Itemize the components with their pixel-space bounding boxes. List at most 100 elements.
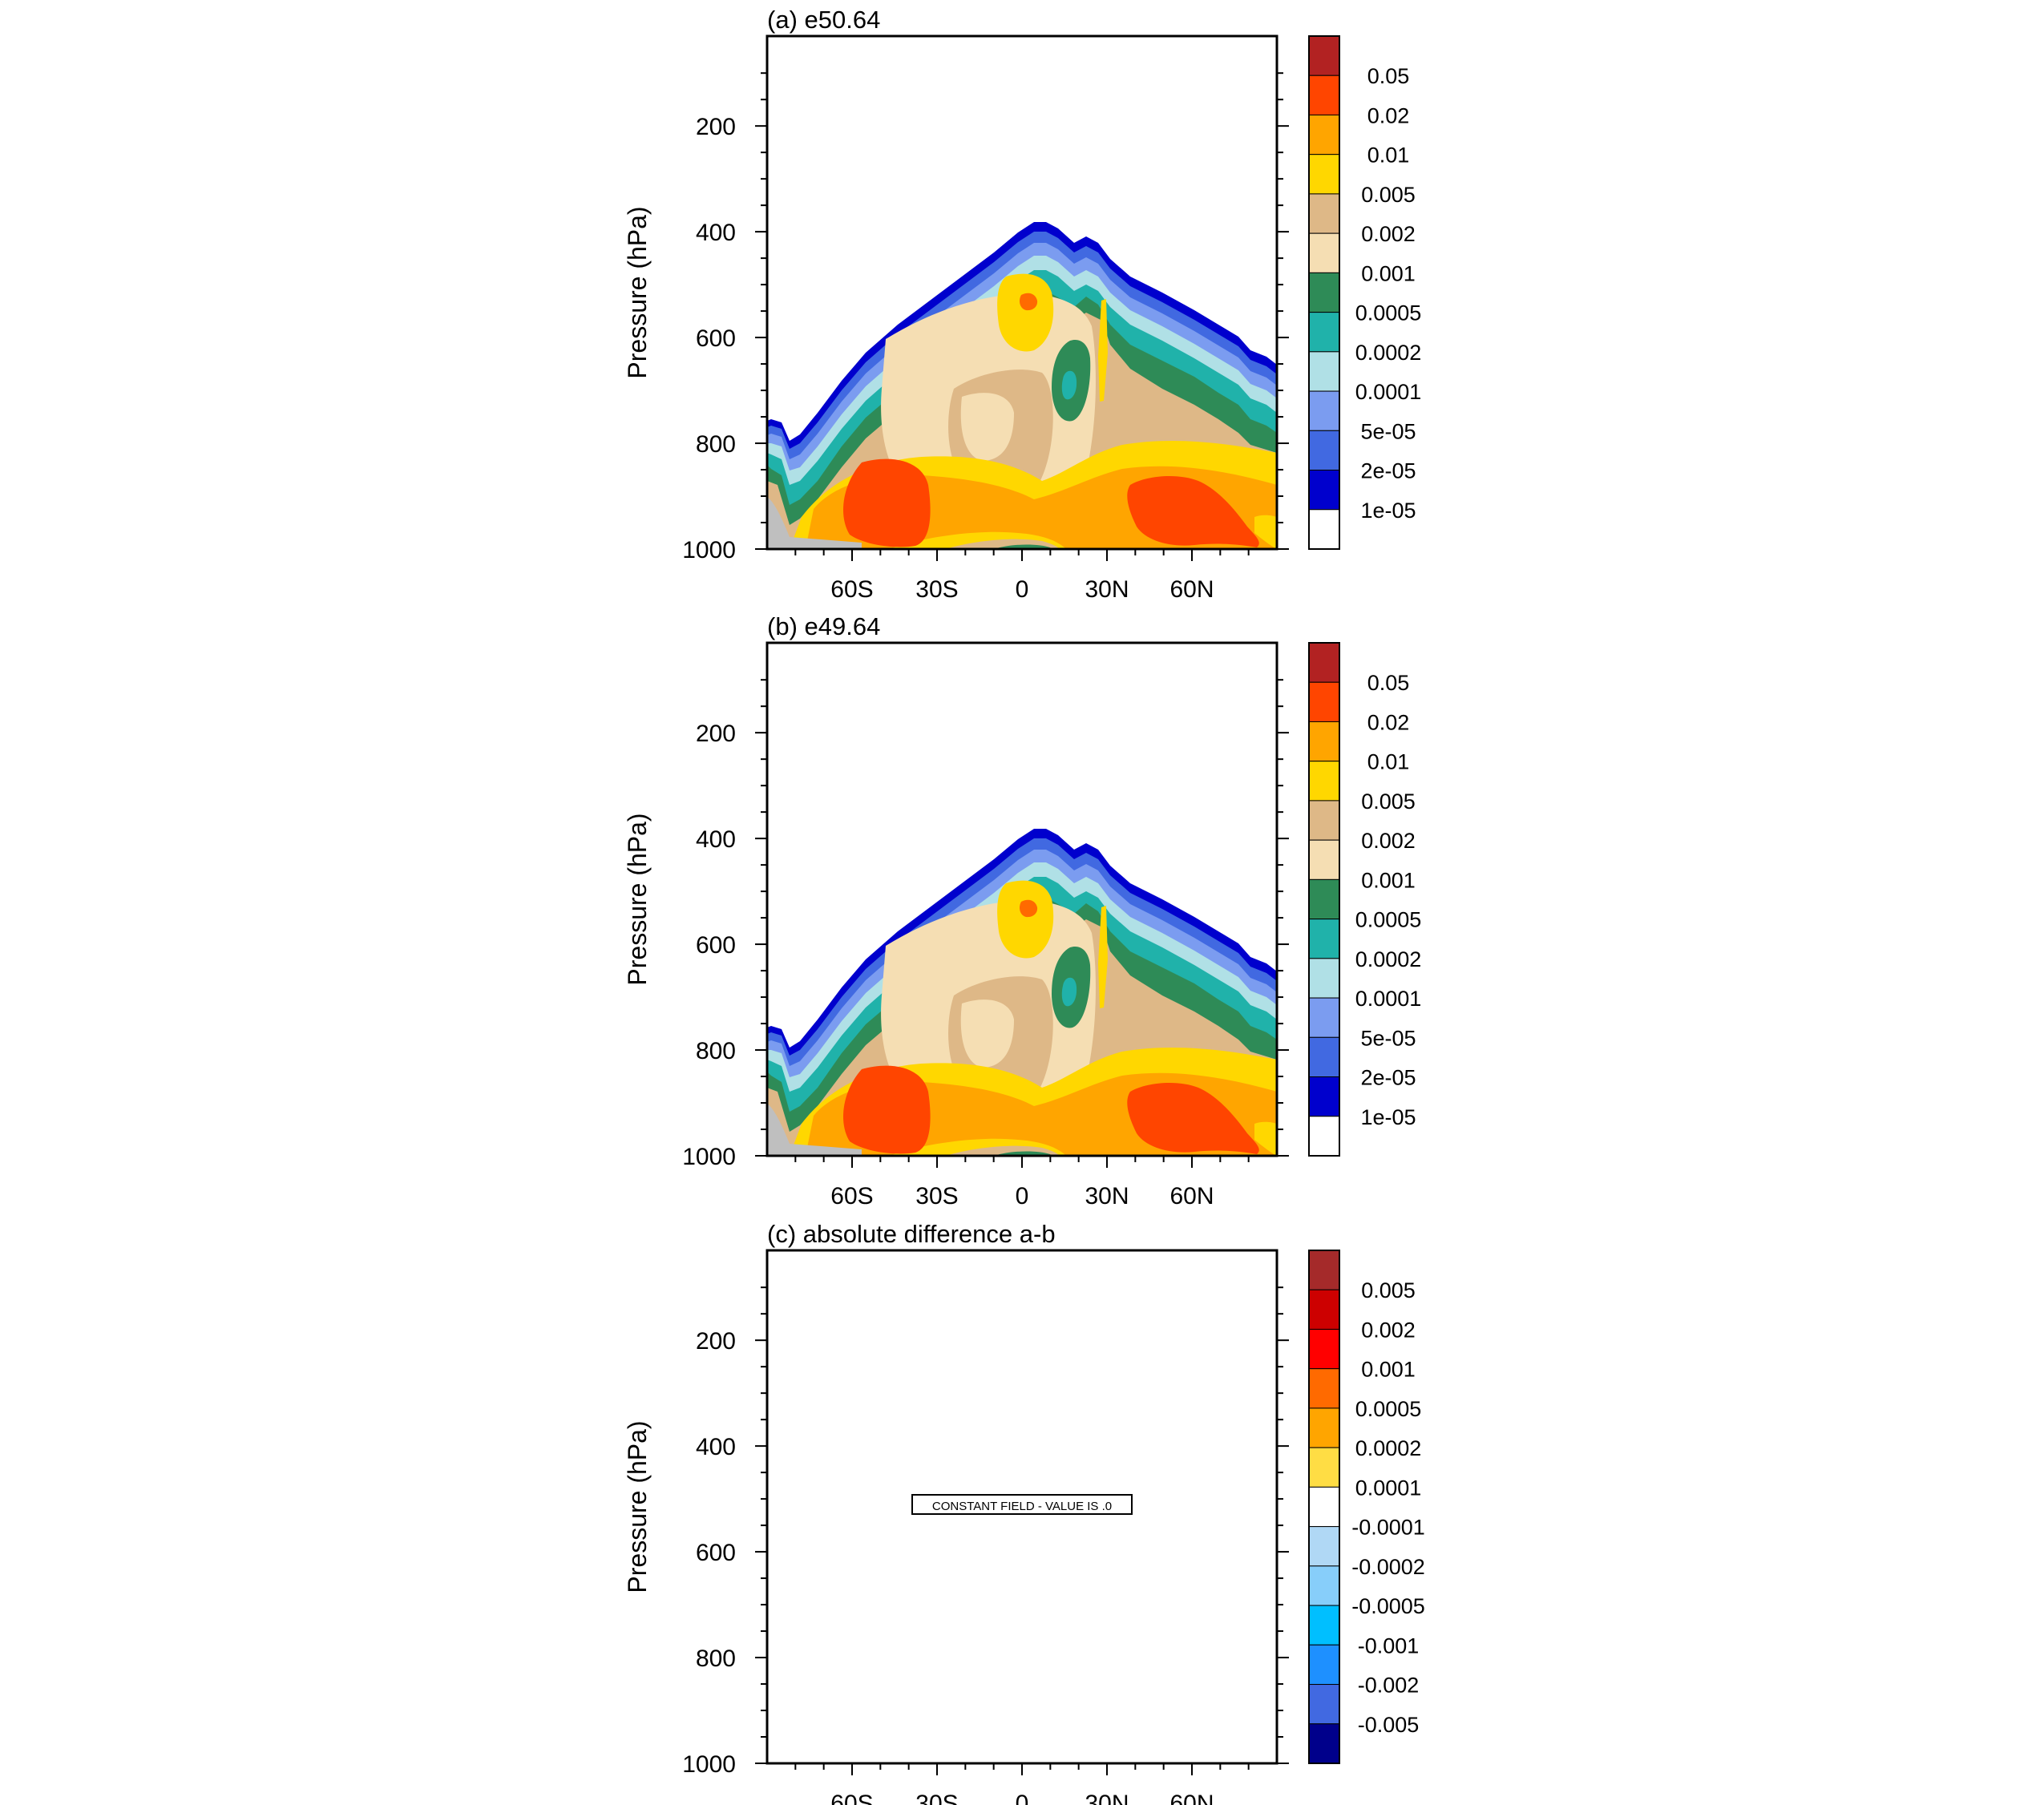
panel-title: (c) absolute difference a-b [767,1220,1056,1248]
contour-region-4 [997,880,1054,959]
y-tick-label: 400 [696,1434,736,1460]
colorbar-frame [1308,1250,1340,1764]
x-tick-label: 30N [1085,1791,1129,1805]
y-axis-label: Pressure (hPa) [623,206,652,378]
colorbar-label: 0.01 [1367,750,1410,774]
colorbar-swatch-2 [1308,75,1340,115]
contour-region-16 [1254,515,1277,549]
colorbar: 0.05 0.02 0.01 0.005 0.002 0.001 0.0005 0.0002 0… [1308,642,1422,1157]
contour-region-15 [1127,475,1259,547]
colorbar-swatch-5 [1308,1407,1340,1448]
colorbar-swatch-6 [1308,1447,1340,1488]
colorbar-swatch-4 [1308,761,1340,802]
panel-2: 200 400 600 800 1000 60S 30S 0 30N 60N (b) e49.64 P… [623,612,1421,1209]
y-tick-label: 600 [696,1540,736,1566]
colorbar-swatch-6 [1308,232,1340,273]
colorbar-label: -0.0001 [1351,1516,1425,1540]
y-axis-label: Pressure (hPa) [623,813,652,985]
colorbar-swatch-10 [1308,390,1340,431]
x-tick-label: 30N [1085,1183,1129,1209]
colorbar-label: 0.001 [1361,261,1416,285]
colorbar-swatch-5 [1308,800,1340,841]
colorbar-label: 0.05 [1367,64,1410,88]
colorbar-label: 0.02 [1367,103,1410,127]
colorbar-label: -0.001 [1358,1633,1420,1658]
colorbar-label: 0.0001 [1355,380,1422,404]
constant-field-box [911,1494,1133,1515]
y-tick-label: 600 [696,325,736,352]
contour-region-8 [1098,906,1108,1008]
colorbar-label: 0.0002 [1355,341,1422,365]
colorbar-label: 5e-05 [1360,1026,1416,1050]
colorbar-swatch-2 [1308,681,1340,722]
y-tick-label: 1000 [682,537,736,563]
x-tick-label: 30S [915,1183,958,1209]
x-tick-label: 30N [1085,576,1129,603]
colorbar-swatch-10 [1308,997,1340,1038]
colorbar-swatch-8 [1308,312,1340,353]
x-tick-label: 60S [830,1183,873,1209]
colorbar-swatch-6 [1308,839,1340,880]
contour-region-7 [1061,370,1077,400]
colorbar-swatch-9 [1308,1565,1340,1606]
colorbar-swatch-5 [1308,193,1340,234]
colorbar-swatch-1 [1308,1250,1340,1290]
x-tick-label: 0 [1016,1183,1029,1209]
colorbar-frame [1308,642,1340,1157]
contour-region-3 [960,393,1014,461]
colorbar-swatch-3 [1308,1328,1340,1370]
panel-3: CONSTANT FIELD - VALUE IS .0 200 400 600 800… [623,1220,1425,1805]
colorbar-swatch-13 [1308,1723,1340,1764]
contour-region-17 [767,497,862,549]
colorbar-label: 0.005 [1361,1278,1416,1302]
colorbar-label: 0.005 [1361,183,1416,207]
colorbar-swatch-13 [1308,509,1340,550]
y-tick-label: 1000 [682,1751,736,1778]
y-tick-label: 200 [696,721,736,747]
colorbar-label: -0.005 [1358,1713,1420,1737]
y-tick-label: 400 [696,220,736,246]
contour-region-15 [1127,1082,1259,1154]
contour-region-5 [1020,899,1038,918]
colorbar-swatch-4 [1308,154,1340,195]
x-tick-label: 60N [1169,1791,1214,1805]
colorbar-swatch-12 [1308,470,1340,511]
colorbar-swatch-11 [1308,430,1340,471]
panel-title: (b) e49.64 [767,612,880,640]
colorbar-label: 0.0005 [1355,908,1422,932]
colorbar-label: 0.0002 [1355,1436,1422,1460]
colorbar-swatch-1 [1308,35,1340,76]
colorbar-label: 0.0005 [1355,301,1422,325]
colorbar-label: 1e-05 [1360,499,1416,523]
colorbar-swatch-4 [1308,1368,1340,1409]
y-tick-label: 800 [696,1038,736,1064]
y-tick-label: 800 [696,1645,736,1672]
x-tick-label: 60S [830,576,873,603]
contour-region-7 [1061,977,1077,1007]
contour-region-3 [960,999,1014,1068]
colorbar-swatch-2 [1308,1289,1340,1330]
y-tick-label: 1000 [682,1144,736,1170]
colorbar-swatch-9 [1308,958,1340,999]
x-tick-label: 60S [830,1791,873,1805]
colorbar-swatch-7 [1308,272,1340,313]
contour-field [767,829,1277,1156]
x-tick-label: 30S [915,576,958,603]
y-tick-label: 600 [696,932,736,959]
colorbar-swatch-11 [1308,1644,1340,1686]
x-tick-label: 60N [1169,1183,1214,1209]
colorbar-label: 0.0005 [1355,1397,1422,1421]
y-tick-label: 200 [696,1328,736,1355]
colorbar-swatch-1 [1308,642,1340,683]
colorbar-label: -0.0002 [1351,1555,1425,1579]
contour-region-16 [1254,1121,1277,1156]
colorbar-swatch-3 [1308,721,1340,762]
colorbar-swatch-9 [1308,351,1340,392]
x-tick-label: 30S [915,1791,958,1805]
colorbar-swatch-12 [1308,1076,1340,1117]
colorbar-swatch-7 [1308,878,1340,920]
x-tick-label: 0 [1016,576,1029,603]
colorbar-swatch-10 [1308,1605,1340,1645]
contour-region-14 [843,1065,931,1154]
colorbar-swatch-7 [1308,1486,1340,1528]
